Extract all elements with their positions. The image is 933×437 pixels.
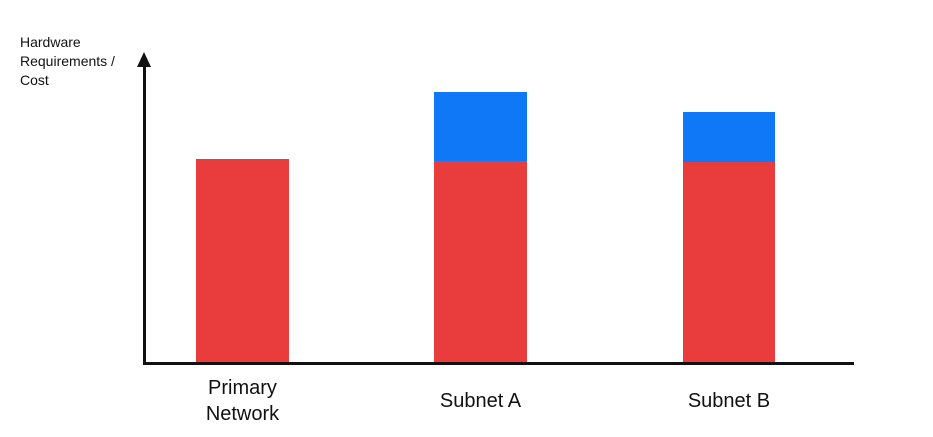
- bar-primary-network: [196, 159, 289, 362]
- y-axis-arrow-icon: [137, 52, 151, 67]
- bar-segment-red-segment: [196, 159, 289, 362]
- bar-subnet-b: [683, 112, 775, 362]
- x-axis-line: [144, 362, 854, 365]
- bar-segment-blue-segment: [434, 92, 527, 161]
- x-axis-label-primary-network: Primary Network: [205, 377, 280, 425]
- bar-segment-red-segment: [434, 161, 527, 362]
- y-axis-label: Hardware Requirements / Cost: [20, 34, 115, 88]
- bar-segment-red-segment: [683, 162, 775, 362]
- y-axis-line: [143, 64, 146, 365]
- bar-segment-blue-segment: [683, 112, 775, 162]
- bar-subnet-a: [434, 92, 527, 362]
- x-axis-label-subnet-a: Subnet A: [439, 390, 522, 412]
- x-axis-label-subnet-b: Subnet B: [687, 390, 771, 412]
